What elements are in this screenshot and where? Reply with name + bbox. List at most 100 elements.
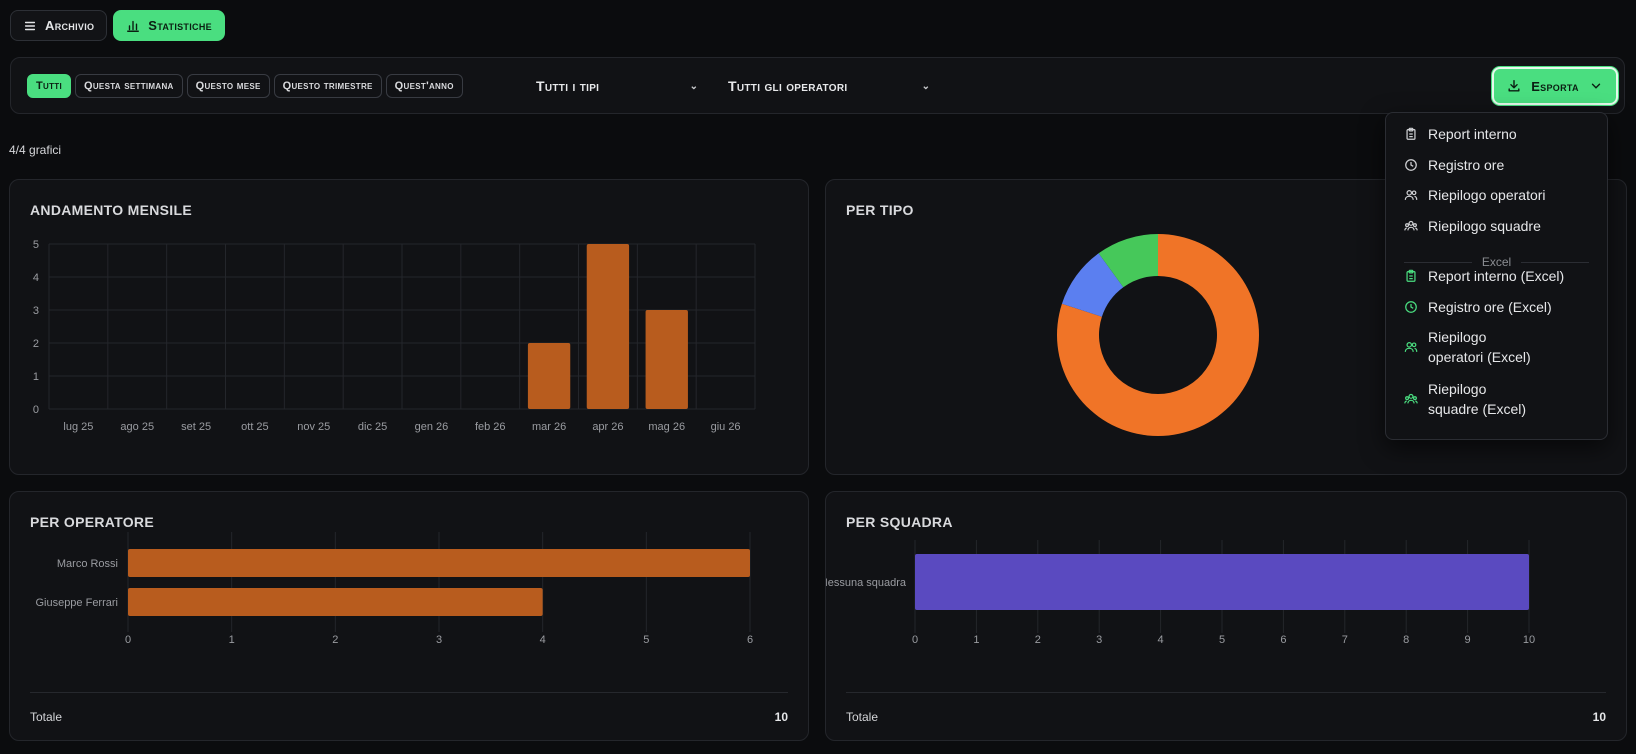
menu-section-excel: Excel <box>1404 255 1589 269</box>
y-tick-label: 2 <box>33 338 39 350</box>
period-filter-group: Tutti Questa settimana Questo mese Quest… <box>27 74 463 98</box>
x-tick-label: mar 26 <box>532 421 566 433</box>
donut-slice <box>1098 234 1158 288</box>
x-tick-label: nov 25 <box>297 421 330 433</box>
x-tick-label: 2 <box>332 634 338 646</box>
card-title: ANDAMENTO MENSILE <box>30 202 192 218</box>
x-tick-label: 8 <box>1403 634 1409 646</box>
menu-item-riepilogo-squadre-excel[interactable]: Riepilogo squadre (Excel) <box>1404 379 1597 419</box>
menu-item-riepilogo-operatori-excel[interactable]: Riepilogo operatori (Excel) <box>1404 327 1597 367</box>
total-label: Totale <box>846 709 879 724</box>
period-year-button[interactable]: Quest'anno <box>385 74 463 98</box>
menu-item-registro-ore[interactable]: Registro ore <box>1404 155 1597 175</box>
donut-slice <box>1061 253 1124 317</box>
period-week-button[interactable]: Questa settimana <box>75 74 183 98</box>
menu-item-riepilogo-operatori[interactable]: Riepilogo operatori <box>1404 185 1597 205</box>
bar <box>645 310 688 409</box>
chevron-down-icon <box>1591 83 1600 89</box>
x-tick-label: 4 <box>540 634 546 646</box>
chevron-down-icon: ⌄ <box>921 80 930 92</box>
x-tick-label: feb 26 <box>475 421 506 433</box>
clock-icon <box>1404 300 1418 314</box>
bar <box>915 554 1529 610</box>
divider <box>1521 261 1589 263</box>
operator-select-value: Tutti gli operatori <box>728 78 848 94</box>
menu-item-label: Registro ore (Excel) <box>1428 299 1552 315</box>
team-icon <box>1404 392 1418 406</box>
clipboard-icon <box>1404 127 1418 141</box>
by-team-card: PER SQUADRA 0 1 2 3 4 5 6 7 8 9 10 Nessuna squadra … <box>825 491 1627 741</box>
menu-item-label: Riepilogo operatori <box>1428 187 1546 203</box>
period-quarter-button[interactable]: Questo trimestre <box>273 74 382 98</box>
menu-item-label: Report interno (Excel) <box>1428 268 1565 284</box>
x-tick-label: 1 <box>973 634 979 646</box>
monthly-trend-chart: 0 1 2 3 4 5 lug 25 ago 25 set 25 ott 25 nov 25 dic … <box>33 239 756 433</box>
menu-item-report-interno-excel[interactable]: Report interno (Excel) <box>1404 266 1597 286</box>
y-tick-label: 4 <box>33 272 39 284</box>
menu-item-label: Riepilogo operatori (Excel) <box>1428 327 1531 367</box>
x-tick-label: 9 <box>1465 634 1471 646</box>
menu-section-label: Excel <box>1481 255 1512 269</box>
menu-item-label-line2: operatori (Excel) <box>1428 349 1531 365</box>
export-dropdown-menu: Report interno Registro ore Riepilogo op… <box>1385 112 1608 440</box>
bar-chart-icon <box>127 20 140 32</box>
card-title: PER SQUADRA <box>846 514 953 530</box>
users-icon <box>1404 340 1418 354</box>
y-tick-label: 3 <box>33 305 39 317</box>
x-tick-label: set 25 <box>181 421 211 433</box>
download-icon <box>1508 80 1520 92</box>
list-icon <box>24 21 36 30</box>
menu-item-label: Report interno <box>1428 126 1517 142</box>
by-operator-chart: 0 1 2 3 4 5 6 Marco Rossi Giuseppe Ferrari <box>35 532 753 646</box>
x-tick-label: 6 <box>1280 634 1286 646</box>
period-month-button[interactable]: Questo mese <box>186 74 270 98</box>
operator-select[interactable]: Tutti gli operatori ⌄ <box>728 74 930 98</box>
export-button[interactable]: Esporta <box>1492 67 1618 105</box>
y-tick-label: 5 <box>33 239 39 251</box>
x-tick-label: 4 <box>1158 634 1164 646</box>
x-tick-label: apr 26 <box>592 421 623 433</box>
x-tick-label: gen 26 <box>415 421 449 433</box>
menu-item-label-line2: squadre (Excel) <box>1428 401 1527 417</box>
x-tick-label: 1 <box>229 634 235 646</box>
x-tick-label: 7 <box>1342 634 1348 646</box>
by-operator-card: PER OPERATORE 0 1 2 3 4 5 6 Marco Rossi Giuseppe… <box>9 491 809 741</box>
bar <box>586 244 630 409</box>
tab-statistiche[interactable]: Statistiche <box>113 10 225 41</box>
x-tick-label: 3 <box>1096 634 1102 646</box>
period-tutti-button[interactable]: Tutti <box>27 74 71 98</box>
y-tick-label: 0 <box>33 404 39 416</box>
menu-item-label-line1: Riepilogo <box>1428 381 1487 397</box>
x-tick-label: 6 <box>747 634 753 646</box>
type-select-value: Tutti i tipi <box>536 78 600 94</box>
chart-count-label: 4/4 grafici <box>9 143 62 157</box>
x-tick-label: 2 <box>1035 634 1041 646</box>
x-tick-label: ott 25 <box>241 421 269 433</box>
y-category-label: Giuseppe Ferrari <box>35 597 118 609</box>
menu-item-label-line1: Riepilogo <box>1428 329 1487 345</box>
menu-item-riepilogo-squadre[interactable]: Riepilogo squadre <box>1404 216 1597 236</box>
x-tick-label: 0 <box>912 634 918 646</box>
x-tick-label: mag 26 <box>648 421 685 433</box>
clock-icon <box>1404 158 1418 172</box>
menu-item-label: Riepilogo squadre (Excel) <box>1428 379 1526 419</box>
menu-item-report-interno[interactable]: Report interno <box>1404 124 1597 144</box>
type-select[interactable]: Tutti i tipi ⌄ <box>536 74 698 98</box>
y-category-label: Marco Rossi <box>57 558 118 570</box>
tab-archivio[interactable]: Archivio <box>10 10 108 41</box>
x-tick-label: 10 <box>1523 634 1535 646</box>
total-label: Totale <box>30 709 63 724</box>
clipboard-icon <box>1404 269 1418 283</box>
export-button-label: Esporta <box>1531 78 1579 94</box>
donut-slice <box>1057 234 1259 436</box>
team-icon <box>1404 219 1418 233</box>
y-tick-label: 1 <box>33 371 39 383</box>
menu-item-registro-ore-excel[interactable]: Registro ore (Excel) <box>1404 297 1597 317</box>
card-footer: Totale 10 <box>30 692 788 740</box>
view-tabs: Archivio Statistiche <box>10 10 225 41</box>
filter-bar: Tutti Questa settimana Questo mese Quest… <box>10 57 1625 114</box>
bar <box>527 343 571 409</box>
chevron-down-icon: ⌄ <box>689 80 698 92</box>
x-tick-label: lug 25 <box>63 421 93 433</box>
x-tick-label: 5 <box>643 634 649 646</box>
